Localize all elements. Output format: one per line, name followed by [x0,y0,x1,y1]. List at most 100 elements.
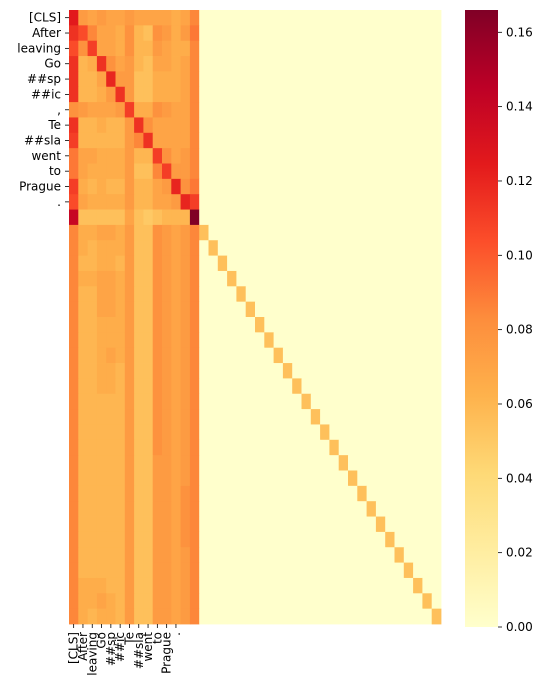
heatmap-cell [69,547,79,563]
heatmap-cell [208,531,219,548]
heatmap-cell [310,317,321,333]
heatmap-cell [236,25,247,42]
heatmap-cell [301,455,312,471]
heatmap-cell [394,10,405,26]
heatmap-cell [320,117,330,134]
heatmap-cell [264,577,274,594]
heatmap-cell [264,332,274,349]
heatmap-cell [255,224,265,241]
heatmap-cell [78,148,88,164]
heatmap-cell [403,209,414,226]
heatmap-cell [338,40,349,57]
heatmap-cell [357,209,367,226]
heatmap-cell [329,148,340,164]
heatmap-cell [273,71,284,88]
heatmap-cell [310,301,321,318]
heatmap-cell [357,240,367,256]
heatmap-cell [273,224,284,241]
heatmap-cell [357,178,367,195]
heatmap-cell [301,485,312,502]
heatmap-cell [255,577,265,594]
heatmap-cell [385,194,395,210]
heatmap-cell [264,501,274,517]
heatmap-cell [245,393,256,410]
heatmap-cell [143,577,154,594]
heatmap-cell [413,178,423,195]
heatmap-cell [227,531,237,548]
heatmap-cell [245,178,256,195]
heatmap-cell [385,470,395,487]
heatmap-cell [403,224,414,241]
heatmap-cell [199,593,209,610]
heatmap-cell [199,608,209,625]
heatmap-cell [199,240,209,256]
heatmap-cell [143,224,154,241]
heatmap-cell [227,102,237,118]
heatmap-cell [171,301,181,318]
heatmap-cell [375,194,386,210]
heatmap-cell [264,531,274,548]
heatmap-cell [69,132,79,149]
heatmap-cell [422,132,433,149]
heatmap-cell [208,71,219,88]
heatmap-cell [171,378,181,395]
heatmap-cell [87,25,98,42]
heatmap-cell [338,224,349,241]
heatmap-cell [199,378,209,395]
heatmap-cell [403,501,414,517]
heatmap-cell [106,102,116,118]
heatmap-cell [320,593,330,610]
heatmap-cell [171,40,181,57]
heatmap-cell [87,562,98,579]
heatmap-cell [310,393,321,410]
heatmap-cell [375,562,386,579]
heatmap-cell [171,516,181,533]
heatmap-cell [180,332,191,349]
heatmap-cell [134,132,144,149]
heatmap-cell [366,347,377,364]
heatmap-cell [69,286,79,303]
heatmap-cell [106,270,116,287]
heatmap-cell [227,286,237,303]
heatmap-cell [375,255,386,272]
heatmap-cell [134,577,144,594]
heatmap-cell [413,378,423,395]
heatmap-cell [255,10,265,26]
heatmap-cell [338,347,349,364]
heatmap-cell [171,577,181,594]
heatmap-cell [152,270,163,287]
heatmap-cell [199,516,209,533]
heatmap-cell [217,40,228,57]
heatmap-cell [385,286,395,303]
heatmap-cell [227,593,237,610]
heatmap-cell [134,25,144,42]
heatmap-cell [236,240,247,256]
heatmap-cell [134,301,144,318]
heatmap-cell [87,485,98,502]
heatmap-cell [143,593,154,610]
heatmap-cell [282,178,293,195]
heatmap-cell [134,409,144,425]
heatmap-cell [115,255,126,272]
heatmap-cell [143,71,154,88]
heatmap-cell [134,363,144,379]
heatmap-cell [394,378,405,395]
heatmap-cell [236,455,247,471]
heatmap-cell [310,102,321,118]
heatmap-cell [413,608,423,625]
heatmap-cell [96,178,107,195]
heatmap-cell [245,286,256,303]
heatmap-cell [273,301,284,318]
heatmap-cell [106,332,116,349]
heatmap-cell [115,562,126,579]
heatmap-cell [152,209,163,226]
heatmap-cell [348,270,358,287]
heatmap-cell [87,531,98,548]
heatmap-cell [87,86,98,103]
heatmap-cell [255,286,265,303]
heatmap-cell [162,224,172,241]
heatmap-cell [403,25,414,42]
heatmap-cell [292,209,302,226]
heatmap-cell [69,531,79,548]
heatmap-cell [152,409,163,425]
